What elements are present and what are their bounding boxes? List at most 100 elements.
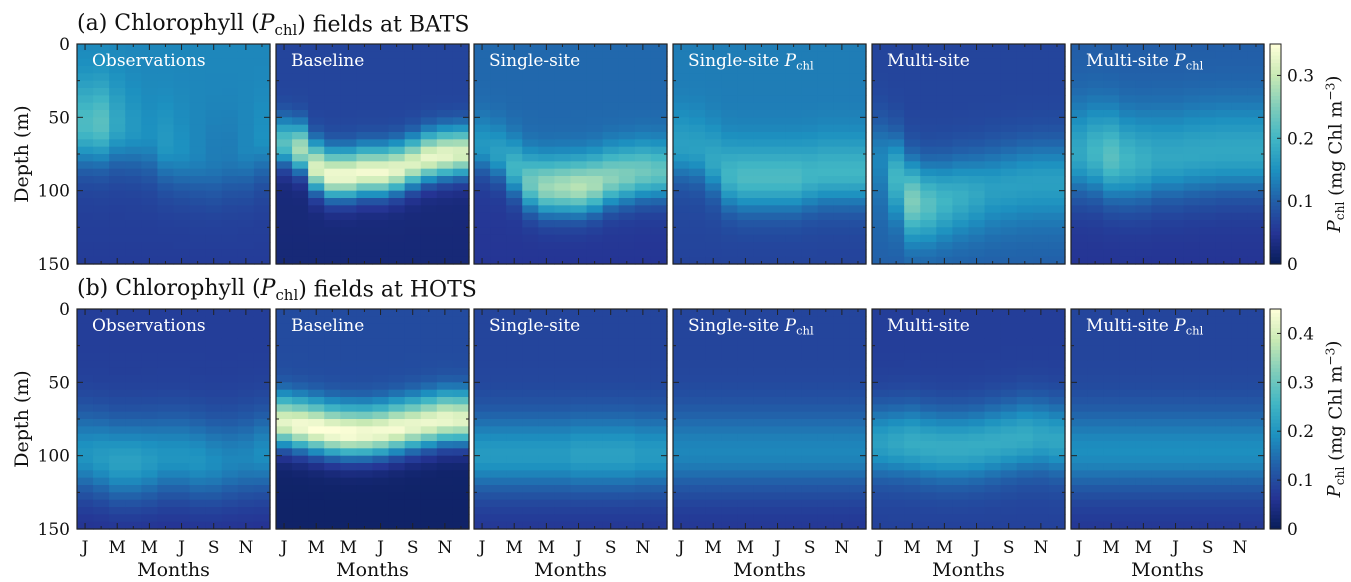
heatmap-cell xyxy=(538,316,556,325)
colorbar-segment xyxy=(1270,492,1281,497)
heatmap-cell xyxy=(1167,353,1185,361)
heatmap-cell xyxy=(436,132,454,140)
heatmap-cell xyxy=(849,176,867,184)
heatmap-cell xyxy=(817,382,835,391)
heatmap-cell xyxy=(1167,234,1185,243)
heatmap-cell xyxy=(324,205,341,214)
heatmap-cell xyxy=(753,212,771,221)
heatmap-cell xyxy=(237,73,255,82)
heatmap-cell xyxy=(1151,66,1169,74)
heatmap-cell xyxy=(904,102,921,111)
heatmap-cell xyxy=(324,331,341,339)
heatmap-cell xyxy=(554,375,572,383)
colorbar-segment xyxy=(1270,190,1281,195)
heatmap-cell xyxy=(920,375,937,383)
heatmap-cell xyxy=(1087,514,1104,523)
heatmap-cell xyxy=(189,375,207,383)
heatmap-cell xyxy=(1231,132,1249,140)
heatmap-cell xyxy=(721,161,738,170)
heatmap-cell xyxy=(1151,139,1169,148)
heatmap-cell xyxy=(673,419,690,427)
heatmap-cell xyxy=(93,433,110,442)
heatmap-cell xyxy=(904,499,921,508)
heatmap-cell xyxy=(618,485,636,493)
heatmap-cell xyxy=(324,190,341,199)
colorbar-segment xyxy=(1270,55,1281,60)
x-axis-label: Months xyxy=(534,559,607,581)
x-tick-label: M xyxy=(505,538,522,558)
heatmap-cell xyxy=(1087,198,1104,206)
heatmap-cell xyxy=(1000,353,1018,361)
heatmap-cell xyxy=(634,73,652,82)
heatmap-cell xyxy=(522,227,539,236)
heatmap-cell xyxy=(1151,132,1169,140)
heatmap-cell xyxy=(1231,102,1249,111)
heatmap-cell xyxy=(936,389,954,398)
heatmap-cell xyxy=(1183,367,1201,376)
heatmap-cell xyxy=(554,198,572,206)
heatmap-cell xyxy=(968,353,986,361)
heatmap-cell xyxy=(904,176,921,184)
heatmap-cell xyxy=(189,470,207,479)
heatmap-cell xyxy=(356,205,374,214)
heatmap-cell xyxy=(753,198,771,206)
heatmap-cell xyxy=(769,477,787,486)
heatmap-cell xyxy=(1032,183,1050,192)
heatmap-cell xyxy=(253,353,271,361)
heatmap-cell xyxy=(1199,492,1217,501)
heatmap-cell xyxy=(817,102,835,111)
heatmap-cell xyxy=(1071,433,1088,442)
heatmap-cell xyxy=(237,227,255,236)
colorbar-segment xyxy=(1270,106,1281,111)
heatmap-cell xyxy=(1000,154,1018,162)
heatmap-cell xyxy=(356,477,374,486)
heatmap-cell xyxy=(276,455,293,464)
heatmap-cell xyxy=(554,124,572,133)
heatmap-cell xyxy=(968,176,986,184)
heatmap-cell xyxy=(522,441,539,449)
heatmap-cell xyxy=(308,404,325,413)
heatmap-cell xyxy=(769,220,787,228)
heatmap-cell xyxy=(221,154,239,162)
heatmap-cell xyxy=(817,521,835,530)
heatmap-cell xyxy=(586,132,604,140)
heatmap-cell xyxy=(77,375,94,383)
heatmap-cell xyxy=(308,198,325,206)
heatmap-cell xyxy=(490,485,507,493)
heatmap-cell xyxy=(1119,485,1136,493)
heatmap-cell xyxy=(1048,132,1066,140)
heatmap-cell xyxy=(77,51,94,60)
heatmap-cell xyxy=(801,455,819,464)
heatmap-cell xyxy=(490,331,507,339)
heatmap-cell xyxy=(849,433,867,442)
heatmap-cell xyxy=(1135,146,1153,155)
heatmap-cell xyxy=(554,345,572,354)
heatmap-cell xyxy=(817,132,835,140)
heatmap-cell xyxy=(109,492,126,501)
heatmap-cell xyxy=(650,44,668,52)
heatmap-cell xyxy=(388,323,406,332)
heatmap-cell xyxy=(1000,470,1018,479)
heatmap-cell xyxy=(173,183,191,192)
heatmap-cell xyxy=(705,360,722,369)
heatmap-cell xyxy=(292,507,309,515)
heatmap-cell xyxy=(634,323,652,332)
heatmap-cell xyxy=(1167,345,1185,354)
heatmap-cell xyxy=(968,110,986,118)
heatmap-cell xyxy=(801,95,819,104)
heatmap-cell xyxy=(522,51,539,60)
heatmap-cell xyxy=(93,309,110,317)
heatmap-cell xyxy=(888,448,905,457)
heatmap-cell xyxy=(1071,190,1088,199)
heatmap-cell xyxy=(689,154,706,162)
heatmap-cell xyxy=(189,66,207,74)
heatmap-cell xyxy=(968,117,986,126)
heatmap-cell xyxy=(276,441,293,449)
heatmap-cell xyxy=(109,375,126,383)
heatmap-cell xyxy=(125,117,142,126)
heatmap-cell xyxy=(952,51,970,60)
heatmap-cell xyxy=(634,514,652,523)
heatmap-cell xyxy=(308,345,325,354)
heatmap-cell xyxy=(276,190,293,199)
heatmap-cell xyxy=(705,419,722,427)
